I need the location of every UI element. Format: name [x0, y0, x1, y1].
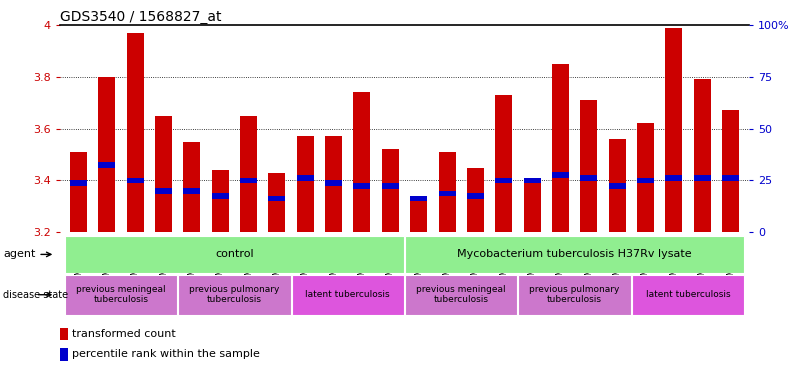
Bar — [405, 236, 744, 273]
Text: previous pulmonary
tuberculosis: previous pulmonary tuberculosis — [189, 285, 280, 305]
Bar — [405, 275, 517, 315]
Bar — [183, 188, 200, 194]
Bar — [65, 275, 177, 315]
Bar — [438, 190, 456, 196]
Bar — [467, 167, 484, 232]
Text: Mycobacterium tuberculosis H37Rv lysate: Mycobacterium tuberculosis H37Rv lysate — [457, 249, 692, 260]
Bar — [694, 175, 710, 181]
Bar — [99, 77, 115, 232]
Bar — [353, 183, 371, 189]
Bar — [60, 328, 68, 340]
Text: transformed count: transformed count — [72, 329, 176, 339]
Bar — [292, 275, 404, 315]
Text: control: control — [215, 249, 254, 260]
Text: latent tuberculosis: latent tuberculosis — [646, 290, 731, 299]
Bar — [240, 116, 257, 232]
Bar — [637, 178, 654, 183]
Bar — [552, 64, 569, 232]
Bar — [722, 175, 739, 181]
Text: latent tuberculosis: latent tuberculosis — [305, 290, 390, 299]
Bar — [297, 136, 314, 232]
Bar — [297, 175, 314, 181]
Bar — [268, 196, 285, 202]
Bar — [127, 178, 143, 183]
Bar — [268, 173, 285, 232]
Bar — [382, 149, 399, 232]
Bar — [495, 95, 512, 232]
Bar — [518, 275, 630, 315]
Text: disease state: disease state — [3, 290, 68, 300]
Bar — [609, 183, 626, 189]
Bar — [666, 28, 682, 232]
Bar — [637, 124, 654, 232]
Bar — [155, 188, 172, 194]
Text: previous pulmonary
tuberculosis: previous pulmonary tuberculosis — [529, 285, 620, 305]
Bar — [722, 111, 739, 232]
Bar — [155, 116, 172, 232]
Bar — [410, 199, 427, 232]
Bar — [211, 193, 229, 199]
Bar — [70, 180, 87, 186]
Bar — [99, 162, 115, 168]
Bar — [609, 139, 626, 232]
Bar — [183, 142, 200, 232]
Bar — [179, 275, 291, 315]
Bar — [524, 178, 541, 232]
Bar — [211, 170, 229, 232]
Bar — [552, 172, 569, 178]
Text: GDS3540 / 1568827_at: GDS3540 / 1568827_at — [60, 10, 222, 24]
Text: agent: agent — [3, 249, 51, 260]
Bar — [495, 178, 512, 183]
Bar — [632, 275, 744, 315]
Bar — [467, 193, 484, 199]
Bar — [438, 152, 456, 232]
Bar — [353, 92, 371, 232]
Text: previous meningeal
tuberculosis: previous meningeal tuberculosis — [76, 285, 166, 305]
Bar — [410, 196, 427, 202]
Bar — [325, 180, 342, 186]
Bar — [60, 348, 68, 361]
Text: percentile rank within the sample: percentile rank within the sample — [72, 349, 260, 359]
Bar — [694, 79, 710, 232]
Bar — [580, 100, 598, 232]
Bar — [127, 33, 143, 232]
Bar — [524, 178, 541, 183]
Bar — [240, 178, 257, 183]
Text: previous meningeal
tuberculosis: previous meningeal tuberculosis — [417, 285, 506, 305]
Bar — [70, 152, 87, 232]
Bar — [580, 175, 598, 181]
Bar — [666, 175, 682, 181]
Bar — [325, 136, 342, 232]
Bar — [65, 236, 404, 273]
Bar — [382, 183, 399, 189]
